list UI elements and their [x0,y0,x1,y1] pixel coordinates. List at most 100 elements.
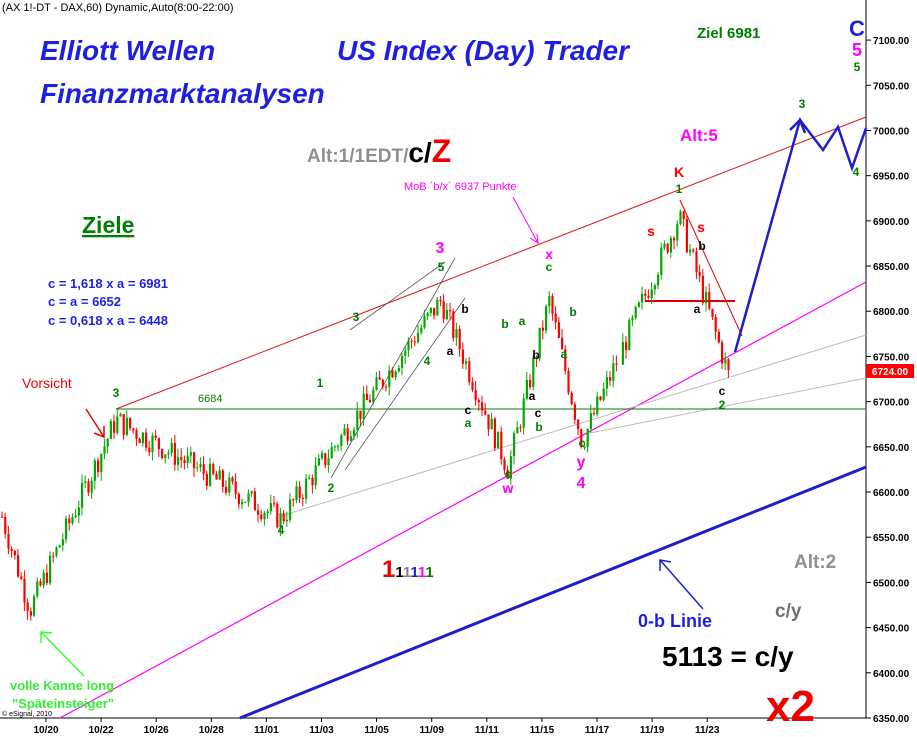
y-axis: 7100.00 7050.00 7000.00 6950.00 6900.00 6850.… [866,36,910,725]
wave-label: x [545,246,553,262]
candle-body [621,342,624,365]
candle-body [660,247,663,275]
candle-body [474,389,477,401]
x-tick-label: 11/03 [309,725,334,736]
candle-body [343,428,346,436]
candle-body [295,486,298,501]
candle-body [154,435,157,439]
gray-trend-line-1 [280,334,867,517]
trend-lines [59,116,867,720]
candle-body [266,511,269,514]
title-us-index-trader: US Index (Day) Trader [337,35,631,66]
last-price-label: 6724.00 [872,367,909,378]
alt1-label: Alt:1/1EDT/c/Z [307,133,451,169]
candle-body [61,539,64,546]
candle-body [362,393,365,420]
x-tick-label: 11/19 [640,725,665,736]
cy-gray-label: c/y [775,601,802,622]
candle-body [717,331,720,343]
candle-body [484,410,487,415]
title-elliott-wellen: Elliott Wellen [40,35,215,66]
wave-label: 4 [278,523,285,537]
candle-body [663,243,666,248]
candle-body [609,377,612,381]
candle-body [583,446,586,448]
candle-body [250,491,253,494]
candle-body [97,460,100,472]
candle-body [692,249,695,252]
candle-body [557,322,560,338]
candle-body [349,436,352,441]
fan-line-1 [330,257,456,479]
vorsicht-label: Vorsicht [22,375,72,391]
candle-body [522,398,525,428]
target-2: c = a = 6652 [48,294,121,309]
candle-body [113,421,116,433]
x-tick-label: 11/11 [475,725,499,736]
candle-body [653,285,656,290]
candle-body [564,349,567,371]
candle-body [234,481,237,494]
candle-body [679,211,682,225]
projection-arrowhead [789,117,807,134]
upper-channel-line [115,116,867,410]
candle-body [314,465,317,486]
candle-body [602,388,605,400]
candle-body [413,341,416,343]
wave-label: s [647,223,655,239]
candle-body [225,486,228,493]
candle-body [157,438,160,450]
candle-body [436,299,439,316]
candle-body [167,452,170,455]
candle-body [346,428,349,441]
candle-body [189,452,192,456]
y-tick-label: 7000.00 [873,126,910,137]
candle-body [324,453,327,466]
candle-body [407,340,410,351]
wave-label: c [535,406,542,420]
candle-body [561,337,564,350]
watermark: © eSignal, 2010 [2,710,52,718]
candle-body [253,491,256,511]
candle-body [468,361,471,382]
y-tick-label: 6600.00 [873,488,910,499]
candle-body [535,358,538,360]
candle-body [641,293,644,303]
candle-body [481,402,484,411]
wave-label: 3 [436,240,445,257]
alt2-label: Alt:2 [794,552,836,573]
wave-label: 4 [424,354,431,368]
candle-body [724,359,727,364]
candle-body [375,377,378,390]
candle-body [727,359,730,370]
candle-body [276,503,279,528]
candle-body [452,311,455,339]
target-1: c = 1,618 x a = 6981 [48,276,168,291]
candle-body [711,308,714,318]
wave-label: w [502,480,514,496]
wave-label: b [535,420,542,434]
candle-body [493,418,496,449]
candle-body [148,447,151,453]
fan-line-2 [344,297,466,471]
candle-body [285,519,288,522]
x2-label: x2 [766,682,815,731]
ziel-label: Ziel 6981 [697,25,760,42]
candle-body [20,576,23,579]
candle-body [589,413,592,430]
projection-3-label: 3 [799,97,806,111]
candle-body [385,386,388,388]
candle-body [289,499,292,520]
candle-body [247,493,250,502]
candle-body [212,463,215,474]
wave-label: b [532,348,539,362]
candle-body [554,313,557,323]
candle-body [244,501,247,503]
candle-body [353,429,356,437]
candle-body [685,219,688,253]
candle-body [500,431,503,460]
candle-body [381,379,384,387]
candle-body [17,555,20,577]
candle-body [215,473,218,480]
candle-body [701,275,704,303]
